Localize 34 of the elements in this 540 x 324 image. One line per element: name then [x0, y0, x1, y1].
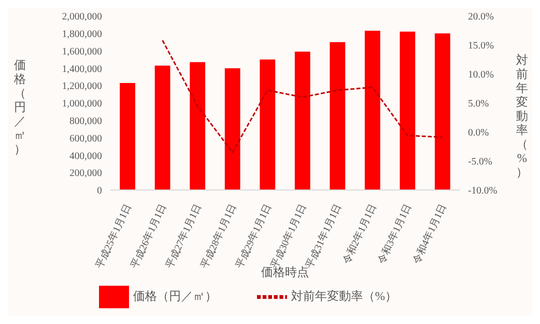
- y-tick-label: 800,000: [70, 116, 102, 127]
- y-tick-label: 1,000,000: [62, 98, 102, 110]
- bar: [260, 60, 276, 190]
- text: 対前年変動率（%）: [516, 53, 528, 179]
- bar: [190, 62, 206, 190]
- y-tick-label: 1,400,000: [62, 64, 102, 75]
- y-tick-label: 1,800,000: [62, 28, 102, 40]
- bar: [294, 52, 310, 190]
- y-tick-label: 2,000,000: [62, 12, 102, 23]
- y-tick-label: 0: [97, 186, 102, 197]
- y2-tick-label: 0.0%: [468, 128, 489, 139]
- legend-label: 対前年変動率（%）: [291, 288, 397, 303]
- legend-label: 価格（円／㎡）: [133, 288, 217, 303]
- y2-tick-label: -5.0%: [468, 156, 492, 168]
- bar: [330, 42, 346, 190]
- y-tick-label: 400,000: [70, 150, 102, 162]
- bar: [154, 66, 170, 190]
- y-axis-title: 価格（円／㎡）: [14, 58, 26, 156]
- bar: [364, 30, 380, 190]
- y2-tick-label: -10.0%: [468, 186, 498, 197]
- bar: [224, 68, 240, 190]
- y2-tick-label: 10.0%: [468, 70, 494, 81]
- y2-tick-label: 20.0%: [468, 12, 494, 23]
- bar: [120, 82, 136, 190]
- bar: [434, 33, 450, 190]
- y-tick-label: 600,000: [70, 133, 102, 144]
- y-tick-label: 1,200,000: [62, 81, 102, 92]
- bar: [400, 32, 416, 190]
- y2-tick-label: 5.0%: [468, 98, 489, 110]
- y-tick-label: 200,000: [70, 168, 102, 180]
- x-axis-title: 価格時点: [261, 265, 309, 279]
- y-tick-label: 1,600,000: [62, 46, 102, 58]
- y2-tick-label: 15.0%: [468, 40, 494, 52]
- line-series: [162, 40, 444, 154]
